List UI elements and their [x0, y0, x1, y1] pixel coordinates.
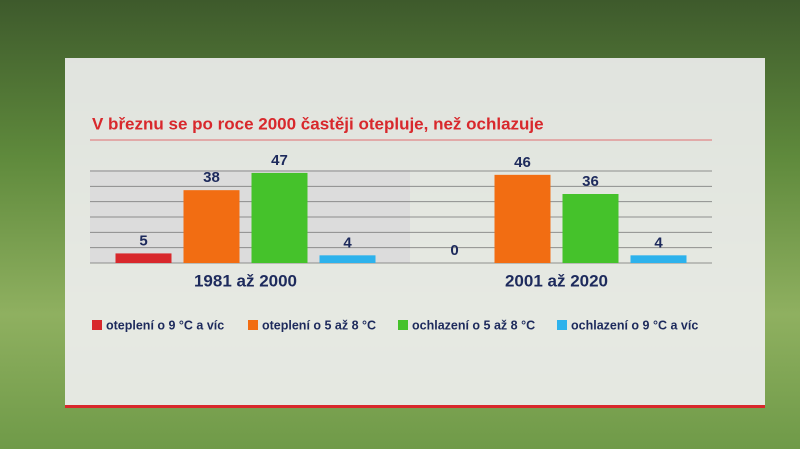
- value-label: 0: [450, 242, 458, 259]
- bar: [630, 255, 687, 263]
- panel-border: [65, 405, 765, 408]
- value-label: 38: [203, 169, 220, 186]
- legend-swatch: [92, 320, 102, 330]
- value-label: 4: [654, 234, 663, 251]
- bar: [251, 172, 308, 263]
- bar: [494, 174, 551, 263]
- x-tick-label: 2001 až 2020: [505, 271, 608, 290]
- bar: [115, 253, 172, 263]
- value-label: 47: [271, 152, 288, 169]
- legend-label: ochlazení o 5 až 8 °C: [412, 318, 535, 332]
- bar: [562, 194, 619, 263]
- legend-label: oteplení o 5 až 8 °C: [262, 318, 376, 332]
- legend-swatch: [248, 320, 258, 330]
- legend-swatch: [398, 320, 408, 330]
- chart-title: V březnu se po roce 2000 častěji otepluj…: [92, 114, 544, 133]
- bar: [319, 255, 376, 263]
- value-label: 4: [343, 234, 352, 251]
- value-label: 5: [139, 232, 147, 249]
- value-label: 46: [514, 154, 531, 171]
- legend-label: ochlazení o 9 °C a víc: [571, 318, 698, 332]
- bar: [183, 190, 240, 263]
- legend-label: oteplení o 9 °C a víc: [106, 318, 224, 332]
- x-tick-label: 1981 až 2000: [194, 271, 297, 290]
- legend-swatch: [557, 320, 567, 330]
- value-label: 36: [582, 173, 599, 190]
